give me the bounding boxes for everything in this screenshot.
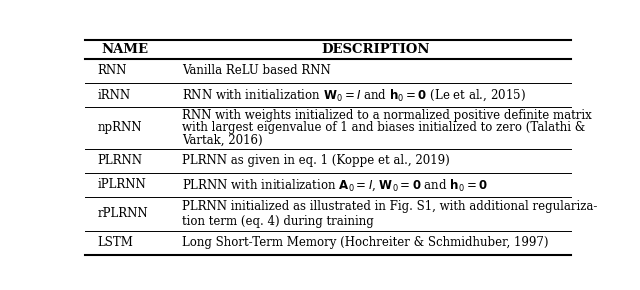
Text: npRNN: npRNN bbox=[97, 121, 142, 134]
Text: RNN with weights initialized to a normalized positive definite matrix: RNN with weights initialized to a normal… bbox=[182, 109, 591, 122]
Text: Long Short-Term Memory (Hochreiter & Schmidhuber, 1997): Long Short-Term Memory (Hochreiter & Sch… bbox=[182, 236, 548, 249]
Text: NAME: NAME bbox=[101, 43, 148, 56]
Text: DESCRIPTION: DESCRIPTION bbox=[321, 43, 429, 56]
Text: with largest eigenvalue of 1 and biases initialized to zero (Talathi &: with largest eigenvalue of 1 and biases … bbox=[182, 121, 585, 134]
Text: Vanilla ReLU based RNN: Vanilla ReLU based RNN bbox=[182, 64, 330, 77]
Text: PLRNN: PLRNN bbox=[97, 154, 142, 167]
Text: iPLRNN: iPLRNN bbox=[97, 178, 146, 191]
Text: PLRNN with initialization $\mathbf{A}_0 = \mathbf{\mathit{I}}$, $\mathbf{W}_0 = : PLRNN with initialization $\mathbf{A}_0 … bbox=[182, 177, 488, 193]
Text: RNN with initialization $\mathbf{W}_0 = \mathbf{\mathit{I}}$ and $\mathbf{h}_0 =: RNN with initialization $\mathbf{W}_0 = … bbox=[182, 87, 525, 103]
Text: PLRNN initialized as illustrated in Fig. S1, with additional regulariza-: PLRNN initialized as illustrated in Fig.… bbox=[182, 200, 597, 213]
Text: tion term (eq. 4) during training: tion term (eq. 4) during training bbox=[182, 215, 373, 228]
Text: rPLRNN: rPLRNN bbox=[97, 207, 148, 220]
Text: Vartak, 2016): Vartak, 2016) bbox=[182, 134, 262, 147]
Text: PLRNN as given in eq. 1 (Koppe et al., 2019): PLRNN as given in eq. 1 (Koppe et al., 2… bbox=[182, 154, 449, 167]
Text: LSTM: LSTM bbox=[97, 236, 133, 249]
Text: iRNN: iRNN bbox=[97, 88, 131, 102]
Text: RNN: RNN bbox=[97, 64, 127, 77]
